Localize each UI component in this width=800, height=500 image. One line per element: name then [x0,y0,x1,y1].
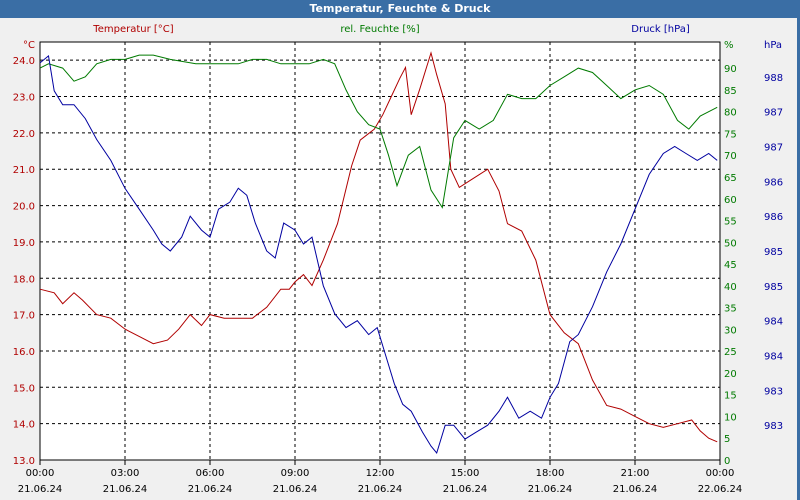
hum-tick-label: 80 [724,108,737,119]
temp-axis-title: Temperatur [°C] [92,24,173,35]
temp-tick-label: 22.0 [13,129,35,140]
x-date-label: 21.06.24 [103,484,148,495]
press-tick-label: 986 [764,212,783,223]
temp-tick-label: 19.0 [13,238,35,249]
axis-labels: 24.0 23.0 22.0 21.0 20.0 19.0 18.0 17.0 16.0 15.0… [13,24,783,495]
right-frame [797,18,800,500]
hum-tick-label: 25 [724,347,737,358]
press-tick-label: 983 [764,421,783,432]
temp-tick-label: 21.0 [13,165,35,176]
x-date-label: 21.06.24 [273,484,318,495]
hum-tick-label: 90 [724,64,737,75]
press-tick-label: 988 [764,73,783,84]
press-tick-label: 987 [764,108,783,119]
hum-tick-label: 55 [724,217,737,228]
press-tick-label: 984 [764,317,783,328]
hum-tick-label: 50 [724,238,737,249]
temp-tick-label: 20.0 [13,202,35,213]
press-tick-label: 985 [764,282,783,293]
hum-tick-label: 40 [724,282,737,293]
press-tick-label: 986 [764,177,783,188]
x-date-label: 21.06.24 [18,484,63,495]
series-line-press [39,54,718,455]
hum-tick-label: 15 [724,391,737,402]
press-axis-title: Druck [hPa] [631,24,690,35]
x-time-label: 00:00 [706,468,735,479]
hum-unit-label: % [724,40,734,51]
temp-tick-label: 18.0 [13,274,35,285]
x-date-label: 21.06.24 [443,484,488,495]
press-tick-label: 985 [764,247,783,258]
x-time-label: 00:00 [26,468,55,479]
temp-tick-label: 16.0 [13,347,35,358]
x-time-label: 06:00 [196,468,225,479]
x-time-label: 12:00 [366,468,395,479]
x-time-label: 15:00 [451,468,480,479]
hum-tick-label: 85 [724,86,737,97]
press-tick-label: 983 [764,386,783,397]
x-time-label: 03:00 [111,468,140,479]
x-time-label: 18:00 [536,468,565,479]
grid-lines [40,42,720,460]
x-date-label: 21.06.24 [613,484,658,495]
x-time-label: 09:00 [281,468,310,479]
series-line-hum [39,54,718,209]
hum-tick-label: 60 [724,195,737,206]
press-unit-label: hPa [764,40,782,51]
temp-tick-label: 14.0 [13,420,35,431]
temp-tick-label: 23.0 [13,93,35,104]
x-date-label: 21.06.24 [188,484,233,495]
hum-tick-label: 5 [724,434,730,445]
hum-tick-label: 20 [724,369,737,380]
press-tick-label: 984 [764,352,783,363]
temp-tick-label: 13.0 [13,456,35,467]
hum-tick-label: 45 [724,260,737,271]
x-date-label: 21.06.24 [528,484,573,495]
hum-tick-label: 35 [724,304,737,315]
x-date-label: 21.06.24 [358,484,403,495]
temp-tick-label: 15.0 [13,383,35,394]
chart-title: Temperatur, Feuchte & Druck [0,0,800,18]
x-date-label: 22.06.24 [698,484,743,495]
temp-unit-label: °C [23,40,35,51]
x-time-label: 21:00 [621,468,650,479]
series-line-temp [39,51,718,443]
hum-tick-label: 65 [724,173,737,184]
hum-tick-label: 70 [724,151,737,162]
hum-tick-label: 75 [724,129,737,140]
hum-tick-label: 0 [724,456,730,467]
hum-tick-label: 10 [724,412,737,423]
series-lines [39,51,718,455]
hum-tick-label: 30 [724,325,737,336]
press-tick-label: 987 [764,143,783,154]
hum-axis-title: rel. Feuchte [%] [340,24,419,35]
temp-tick-label: 17.0 [13,311,35,322]
temp-tick-label: 24.0 [13,56,35,67]
